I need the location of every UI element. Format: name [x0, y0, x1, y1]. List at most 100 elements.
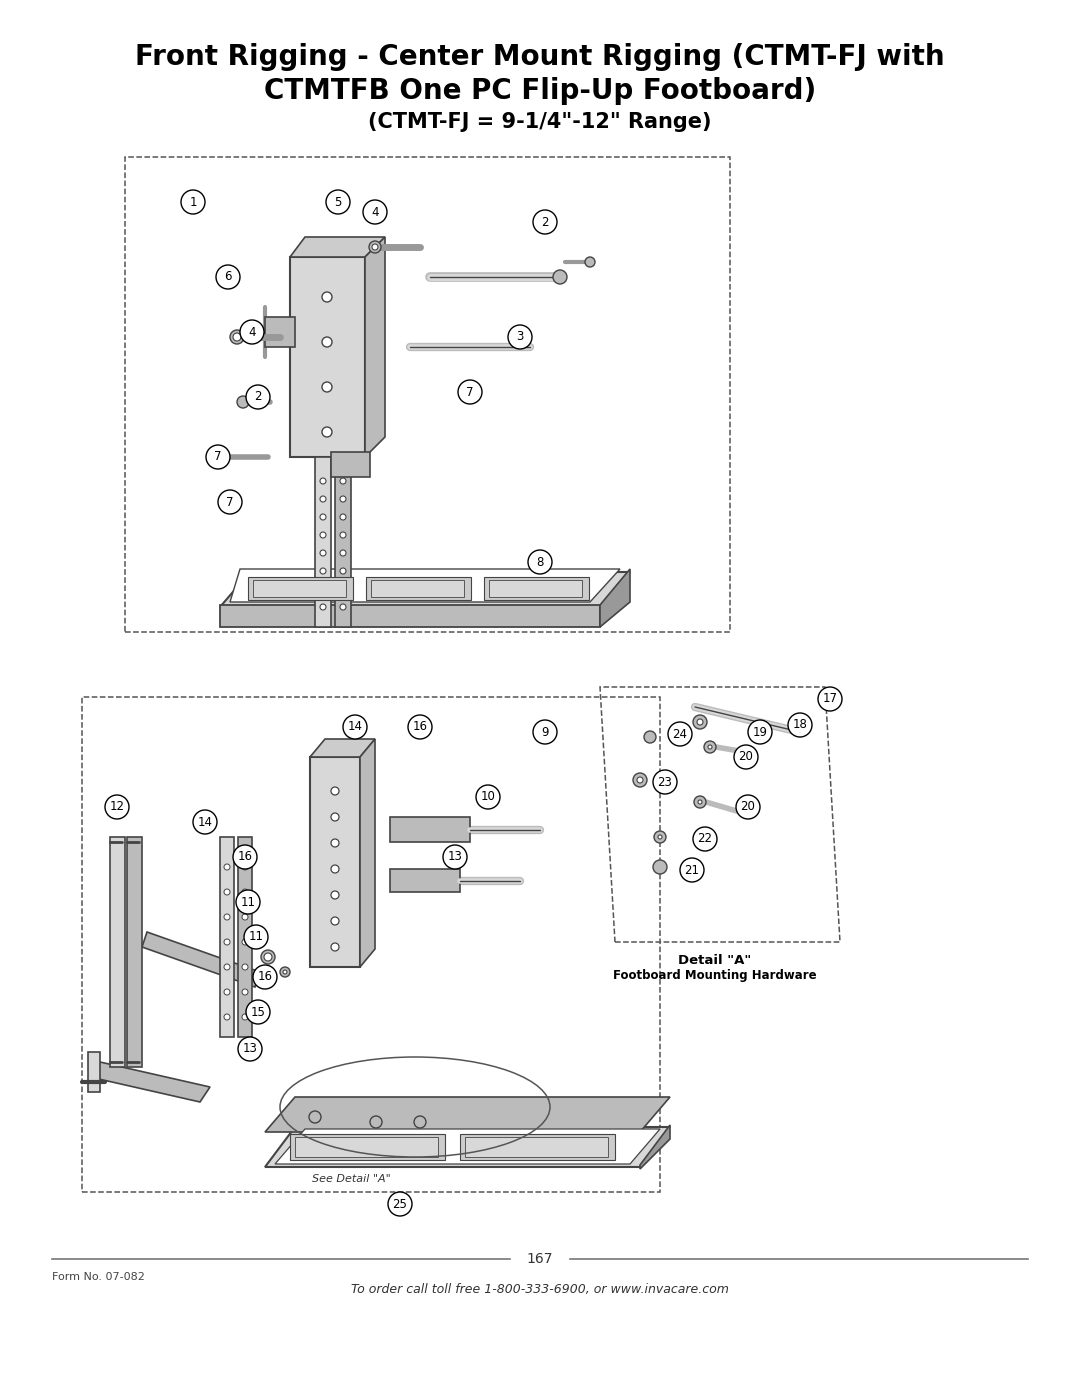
Text: To order call toll free 1-800-333-6900, or www.invacare.com: To order call toll free 1-800-333-6900, … — [351, 1282, 729, 1295]
Circle shape — [238, 1037, 262, 1060]
Circle shape — [340, 550, 346, 556]
Text: 167: 167 — [527, 1252, 553, 1266]
Circle shape — [224, 863, 230, 870]
Text: 12: 12 — [109, 800, 124, 813]
Text: 23: 23 — [658, 775, 673, 788]
Polygon shape — [220, 571, 630, 608]
Text: 1: 1 — [189, 196, 197, 208]
Circle shape — [233, 332, 241, 341]
Text: 2: 2 — [541, 215, 549, 229]
Circle shape — [340, 585, 346, 592]
Circle shape — [264, 953, 272, 961]
Circle shape — [669, 722, 692, 746]
Circle shape — [340, 532, 346, 538]
Circle shape — [283, 970, 287, 974]
Circle shape — [694, 796, 706, 807]
Circle shape — [230, 330, 244, 344]
Polygon shape — [484, 577, 589, 599]
Circle shape — [240, 320, 264, 344]
Circle shape — [363, 200, 387, 224]
Circle shape — [788, 712, 812, 738]
Circle shape — [242, 964, 248, 970]
Circle shape — [253, 965, 276, 989]
Circle shape — [242, 863, 248, 870]
Polygon shape — [372, 580, 464, 597]
Polygon shape — [315, 457, 330, 627]
Text: 4: 4 — [372, 205, 379, 218]
Circle shape — [330, 916, 339, 925]
Polygon shape — [640, 1125, 670, 1169]
Polygon shape — [489, 580, 582, 597]
Circle shape — [340, 514, 346, 520]
Text: 7: 7 — [214, 450, 221, 464]
Circle shape — [224, 989, 230, 995]
Circle shape — [340, 569, 346, 574]
Text: 25: 25 — [392, 1197, 407, 1210]
Circle shape — [693, 827, 717, 851]
Polygon shape — [460, 1134, 615, 1160]
Text: 7: 7 — [467, 386, 474, 398]
Circle shape — [322, 427, 332, 437]
Text: 11: 11 — [248, 930, 264, 943]
Circle shape — [330, 840, 339, 847]
Text: 18: 18 — [793, 718, 808, 732]
Circle shape — [322, 292, 332, 302]
Circle shape — [320, 532, 326, 538]
Circle shape — [534, 719, 557, 745]
Polygon shape — [310, 739, 375, 757]
Text: 13: 13 — [243, 1042, 257, 1056]
Text: 22: 22 — [698, 833, 713, 845]
Circle shape — [633, 773, 647, 787]
Circle shape — [320, 496, 326, 502]
Polygon shape — [87, 1052, 100, 1092]
Polygon shape — [390, 869, 460, 893]
Circle shape — [680, 858, 704, 882]
Circle shape — [330, 865, 339, 873]
Circle shape — [244, 925, 268, 949]
Text: 16: 16 — [257, 971, 272, 983]
Polygon shape — [141, 932, 260, 988]
Circle shape — [372, 244, 378, 250]
Text: Detail "A": Detail "A" — [678, 954, 752, 967]
Polygon shape — [600, 569, 630, 627]
Text: 2: 2 — [254, 391, 261, 404]
Circle shape — [224, 1014, 230, 1020]
Text: 19: 19 — [753, 725, 768, 739]
Circle shape — [408, 715, 432, 739]
Text: CTMTFB One PC Flip-Up Footboard): CTMTFB One PC Flip-Up Footboard) — [264, 77, 816, 105]
Circle shape — [206, 446, 230, 469]
Polygon shape — [127, 837, 141, 1067]
Text: 21: 21 — [685, 863, 700, 876]
Text: 6: 6 — [225, 271, 232, 284]
Polygon shape — [291, 237, 384, 257]
Polygon shape — [295, 1137, 438, 1157]
Circle shape — [340, 496, 346, 502]
Circle shape — [330, 813, 339, 821]
Text: Form No. 07-082: Form No. 07-082 — [52, 1273, 145, 1282]
Text: 4: 4 — [248, 326, 256, 338]
Circle shape — [326, 190, 350, 214]
Circle shape — [322, 381, 332, 393]
Circle shape — [534, 210, 557, 235]
Polygon shape — [275, 1129, 660, 1164]
Circle shape — [237, 890, 260, 914]
Text: 3: 3 — [516, 331, 524, 344]
Polygon shape — [366, 577, 471, 599]
Text: 20: 20 — [741, 800, 755, 813]
Circle shape — [340, 604, 346, 610]
Text: 10: 10 — [481, 791, 496, 803]
Circle shape — [320, 604, 326, 610]
Polygon shape — [90, 1062, 210, 1102]
Polygon shape — [220, 605, 600, 627]
Text: 8: 8 — [537, 556, 543, 569]
Text: 16: 16 — [413, 721, 428, 733]
Text: 15: 15 — [251, 1006, 266, 1018]
Circle shape — [653, 770, 677, 793]
Circle shape — [309, 1111, 321, 1123]
Circle shape — [246, 386, 270, 409]
Circle shape — [320, 585, 326, 592]
Circle shape — [553, 270, 567, 284]
Circle shape — [242, 914, 248, 921]
Text: 16: 16 — [238, 851, 253, 863]
Circle shape — [224, 964, 230, 970]
